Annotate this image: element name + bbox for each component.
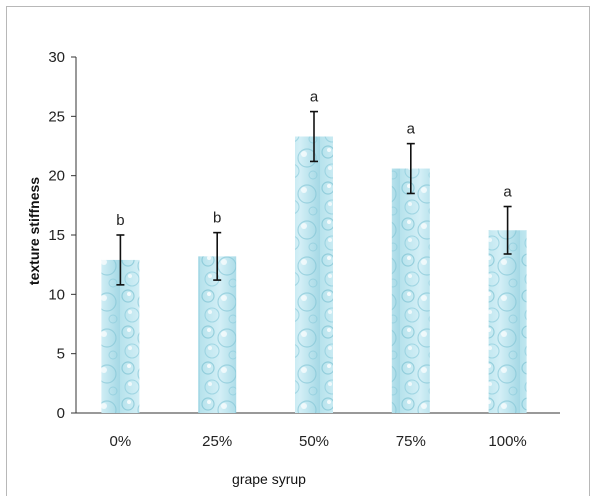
y-tick-label: 0: [57, 405, 65, 422]
bar: [488, 230, 527, 413]
bar: [391, 168, 430, 413]
x-category-label: 100%: [488, 433, 526, 450]
y-tick-label: 20: [48, 168, 65, 185]
y-tick-label: 5: [57, 346, 65, 363]
significance-letter: a: [407, 121, 416, 138]
significance-letter: b: [116, 212, 124, 229]
y-axis-title: texture stiffness: [26, 177, 42, 285]
plot-area: 0 5 10 15 20 25 30 b 0% b 25% a 50% a 75% a 100%: [48, 49, 560, 450]
x-category-label: 75%: [396, 433, 426, 450]
y-tick-label: 30: [48, 49, 65, 66]
significance-letter: a: [310, 89, 319, 106]
x-category-label: 25%: [202, 433, 232, 450]
x-category-label: 0%: [110, 433, 132, 450]
significance-letter: b: [213, 210, 221, 227]
y-tick-label: 25: [48, 108, 65, 125]
bar: [198, 256, 237, 413]
bar: [295, 136, 333, 414]
significance-letter: a: [503, 184, 512, 201]
y-tick-label: 10: [48, 286, 65, 303]
x-category-label: 50%: [299, 433, 329, 450]
chart-frame: [6, 6, 590, 496]
x-axis-title: grape syrup: [232, 471, 306, 487]
y-tick-label: 15: [48, 227, 65, 244]
